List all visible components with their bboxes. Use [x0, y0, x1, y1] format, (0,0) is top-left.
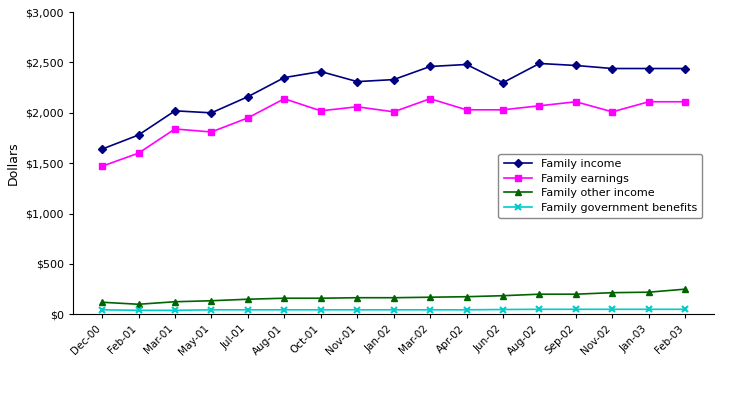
Family government benefits — [207, 307, 216, 312]
Family income — [426, 64, 434, 69]
Family earnings — [207, 130, 216, 135]
Family other income — [171, 299, 179, 304]
Family income — [608, 66, 617, 71]
Family other income — [353, 295, 362, 300]
Family income — [462, 62, 471, 67]
Family government benefits — [644, 307, 653, 312]
Family government benefits — [316, 307, 325, 312]
Family earnings — [681, 100, 690, 104]
Line: Family other income: Family other income — [99, 287, 688, 307]
Family other income — [462, 294, 471, 299]
Family income — [171, 108, 179, 113]
Family government benefits — [171, 308, 179, 313]
Family income — [243, 94, 252, 99]
Family earnings — [316, 108, 325, 113]
Family other income — [134, 302, 143, 307]
Family other income — [389, 295, 398, 300]
Family other income — [572, 292, 580, 297]
Family other income — [243, 297, 252, 301]
Family government benefits — [681, 307, 690, 312]
Family government benefits — [572, 307, 580, 312]
Family earnings — [353, 104, 362, 109]
Family earnings — [426, 96, 434, 101]
Family other income — [499, 293, 507, 298]
Family income — [644, 66, 653, 71]
Family other income — [608, 290, 617, 295]
Family government benefits — [499, 307, 507, 312]
Family other income — [535, 292, 544, 297]
Family other income — [644, 290, 653, 295]
Family earnings — [98, 164, 106, 168]
Family income — [207, 110, 216, 115]
Line: Family earnings: Family earnings — [99, 96, 688, 169]
Legend: Family income, Family earnings, Family other income, Family government benefits: Family income, Family earnings, Family o… — [499, 154, 703, 218]
Family government benefits — [243, 307, 252, 312]
Family earnings — [134, 151, 143, 156]
Family income — [499, 80, 507, 85]
Family earnings — [608, 110, 617, 114]
Family government benefits — [134, 308, 143, 313]
Family earnings — [171, 127, 179, 131]
Family earnings — [462, 108, 471, 112]
Family income — [134, 133, 143, 137]
Family income — [681, 66, 690, 71]
Y-axis label: Dollars: Dollars — [7, 141, 20, 185]
Family government benefits — [280, 307, 289, 312]
Line: Family government benefits: Family government benefits — [98, 306, 689, 314]
Family government benefits — [389, 307, 398, 312]
Family earnings — [572, 100, 580, 104]
Family government benefits — [426, 307, 434, 312]
Family income — [535, 61, 544, 66]
Family government benefits — [353, 307, 362, 312]
Line: Family income: Family income — [99, 61, 688, 152]
Family income — [98, 147, 106, 152]
Family income — [316, 69, 325, 74]
Family government benefits — [608, 307, 617, 312]
Family earnings — [280, 96, 289, 101]
Family income — [280, 75, 289, 80]
Family earnings — [389, 110, 398, 114]
Family other income — [426, 295, 434, 300]
Family income — [389, 77, 398, 82]
Family other income — [681, 287, 690, 292]
Family earnings — [243, 116, 252, 120]
Family government benefits — [98, 307, 106, 312]
Family other income — [280, 296, 289, 301]
Family other income — [98, 300, 106, 305]
Family earnings — [535, 104, 544, 108]
Family other income — [207, 298, 216, 303]
Family earnings — [644, 100, 653, 104]
Family government benefits — [462, 307, 471, 312]
Family earnings — [499, 108, 507, 112]
Family income — [572, 63, 580, 68]
Family income — [353, 79, 362, 84]
Family other income — [316, 296, 325, 301]
Family government benefits — [535, 307, 544, 312]
